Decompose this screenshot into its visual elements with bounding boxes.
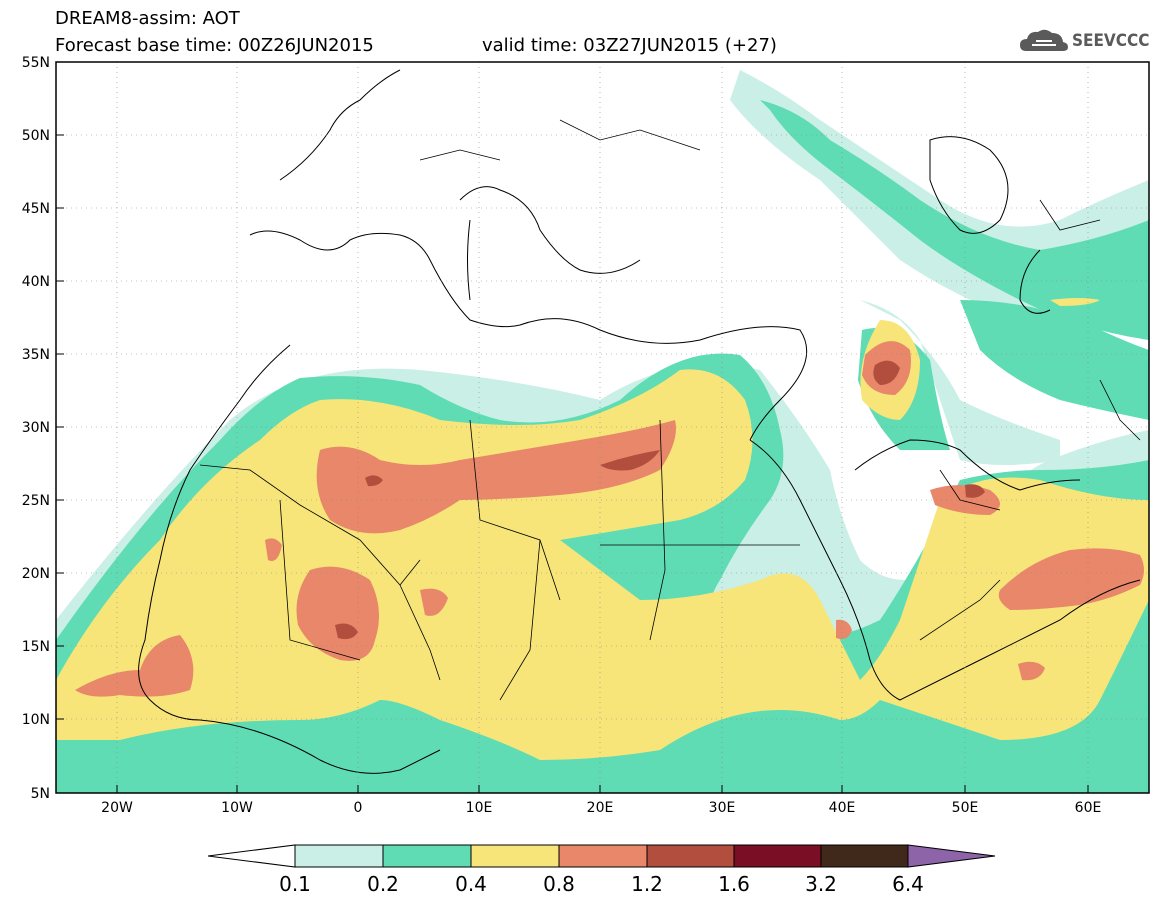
lon-label: 30E bbox=[709, 800, 736, 816]
lon-label: 10W bbox=[221, 800, 253, 816]
lat-label: 50N bbox=[22, 128, 50, 144]
colorbar-under-arrow bbox=[207, 844, 296, 868]
colorbar-label: 0.2 bbox=[367, 872, 399, 896]
colorbar-swatch bbox=[558, 844, 648, 868]
colorbar bbox=[207, 844, 996, 868]
axis-ticks bbox=[56, 61, 1089, 793]
aot-layer-0-4 bbox=[56, 298, 1149, 760]
colorbar-swatch bbox=[733, 844, 822, 868]
colorbar-label: 1.2 bbox=[631, 872, 663, 896]
lat-label: 40N bbox=[22, 274, 50, 290]
forecast-base-time: Forecast base time: 00Z26JUN2015 bbox=[55, 35, 374, 56]
colorbar-label: 0.1 bbox=[279, 872, 311, 896]
lat-label: 35N bbox=[22, 347, 50, 363]
colorbar-swatch bbox=[820, 844, 909, 868]
lon-label: 50E bbox=[952, 800, 979, 816]
lat-label: 15N bbox=[22, 639, 50, 655]
coastlines bbox=[138, 69, 1141, 774]
lat-label: 55N bbox=[22, 55, 50, 71]
logo-text: SEEVCCC bbox=[1072, 31, 1150, 51]
colorbar-swatch bbox=[470, 844, 560, 868]
longitude-labels: 20W 10W 0 10E 20E 30E 40E 50E 60E bbox=[101, 800, 1101, 816]
colorbar-label: 0.4 bbox=[455, 872, 487, 896]
lon-label: 20E bbox=[587, 800, 614, 816]
colorbar-label: 3.2 bbox=[805, 872, 837, 896]
aot-layer-1-2 bbox=[335, 360, 985, 640]
cloud-logo-icon bbox=[1020, 29, 1068, 51]
aot-layer-0-8 bbox=[75, 341, 1144, 697]
lat-label: 20N bbox=[22, 566, 50, 582]
lat-label: 30N bbox=[22, 420, 50, 436]
lon-label: 60E bbox=[1075, 800, 1102, 816]
aot-field bbox=[56, 70, 1149, 793]
lon-label: 10E bbox=[466, 800, 493, 816]
map-title: DREAM8-assim: AOT bbox=[55, 8, 240, 29]
lat-label: 25N bbox=[22, 493, 50, 509]
valid-time: valid time: 03Z27JUN2015 (+27) bbox=[482, 35, 777, 56]
country-borders bbox=[199, 119, 1141, 701]
colorbar-label: 0.8 bbox=[543, 872, 575, 896]
lon-label: 40E bbox=[829, 800, 856, 816]
colorbar-swatch bbox=[294, 844, 384, 868]
colorbar-over-arrow bbox=[907, 844, 996, 868]
graticule bbox=[56, 62, 1149, 793]
lon-label: 20W bbox=[101, 800, 133, 816]
colorbar-swatch bbox=[382, 844, 472, 868]
lon-label: 0 bbox=[354, 800, 363, 816]
colorbar-label: 1.6 bbox=[718, 872, 750, 896]
lat-label: 5N bbox=[31, 786, 50, 802]
lat-label: 10N bbox=[22, 712, 50, 728]
colorbar-swatch bbox=[646, 844, 735, 868]
lat-label: 45N bbox=[22, 201, 50, 217]
latitude-labels: 55N 50N 45N 40N 35N 30N 25N 20N 15N 10N … bbox=[22, 55, 50, 802]
colorbar-label: 6.4 bbox=[892, 872, 924, 896]
